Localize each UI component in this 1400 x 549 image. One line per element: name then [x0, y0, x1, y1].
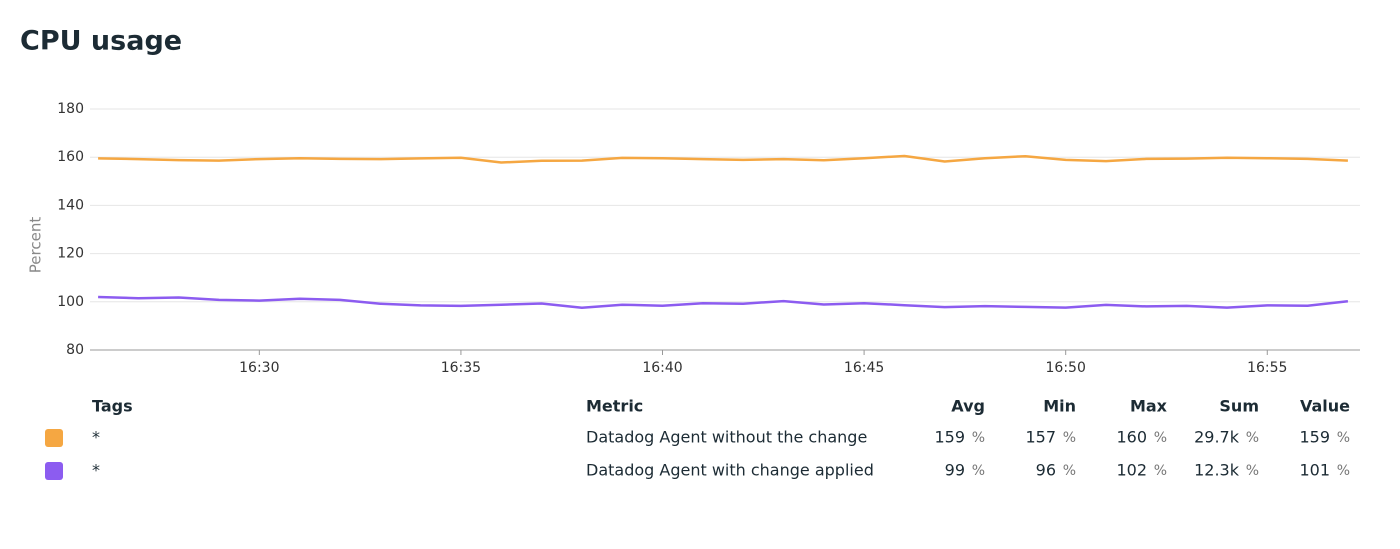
series-line: [98, 295, 1349, 310]
stat-value: 99: [945, 461, 965, 480]
y-axis-label: Percent: [27, 217, 45, 274]
x-tick-label: 16:50: [1046, 360, 1086, 376]
y-tick-label: 160: [57, 149, 84, 165]
legend-entry: Datadog Agent with change applied: [586, 461, 874, 480]
stat-value: 29.7k: [1194, 428, 1240, 447]
x-tick-label: 16:35: [441, 360, 481, 376]
tag-cell: *: [92, 461, 100, 480]
stat-unit: %: [1337, 463, 1350, 479]
y-tick-label: 100: [57, 294, 84, 310]
table-header: Sum: [1219, 397, 1259, 416]
table-header: Min: [1043, 397, 1076, 416]
table-header: Max: [1130, 397, 1168, 416]
stat-value: 102: [1116, 461, 1147, 480]
stat-unit: %: [1063, 463, 1076, 479]
stat-unit: %: [1246, 463, 1259, 479]
stat-value: 159: [1299, 428, 1330, 447]
x-tick-label: 16:55: [1247, 360, 1287, 376]
stat-unit: %: [1063, 430, 1076, 446]
y-tick-label: 80: [66, 342, 84, 358]
stat-unit: %: [972, 463, 985, 479]
stat-value: 96: [1036, 461, 1056, 480]
legend-entry: Datadog Agent without the change: [586, 428, 867, 447]
y-tick-label: 180: [57, 101, 84, 117]
stat-value: 101: [1299, 461, 1330, 480]
stat-value: 12.3k: [1194, 461, 1240, 480]
table-header: Avg: [951, 397, 985, 416]
stat-value: 160: [1116, 428, 1147, 447]
stat-unit: %: [972, 430, 985, 446]
table-header: Value: [1300, 397, 1350, 416]
table-header: Metric: [586, 397, 643, 416]
tag-cell: *: [92, 428, 100, 447]
stat-unit: %: [1154, 430, 1167, 446]
stat-value: 159: [934, 428, 965, 447]
chart-title: CPU usage: [20, 26, 182, 57]
y-tick-label: 140: [57, 197, 84, 213]
table-header: Tags: [92, 397, 133, 416]
x-tick-label: 16:30: [239, 360, 279, 376]
y-tick-label: 120: [57, 246, 84, 262]
stat-unit: %: [1154, 463, 1167, 479]
series-line: [98, 154, 1348, 164]
x-tick-label: 16:45: [844, 360, 884, 376]
stat-unit: %: [1246, 430, 1259, 446]
stat-value: 157: [1025, 428, 1056, 447]
x-tick-label: 16:40: [642, 360, 682, 376]
stat-unit: %: [1337, 430, 1350, 446]
legend-swatch: [45, 462, 63, 480]
legend-swatch: [45, 429, 63, 447]
